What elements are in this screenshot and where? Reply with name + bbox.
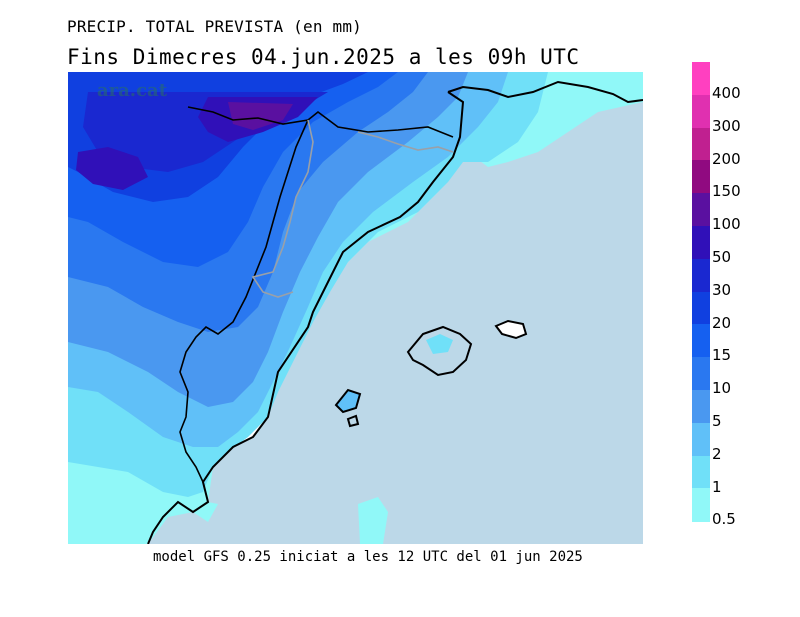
sea-area bbox=[148, 92, 643, 544]
legend-swatch bbox=[692, 422, 710, 457]
precipitation-map bbox=[68, 72, 643, 544]
map-title-variable: PRECIP. TOTAL PREVISTA (en mm) bbox=[67, 17, 362, 36]
legend-swatch bbox=[692, 127, 710, 161]
legend-swatch bbox=[692, 94, 710, 129]
legend-label: 5 bbox=[712, 412, 722, 430]
watermark-logo: ara.cat bbox=[97, 80, 168, 101]
legend-swatch bbox=[692, 193, 710, 227]
coastline bbox=[147, 91, 465, 544]
legend-label: 300 bbox=[712, 116, 741, 135]
island-formentera bbox=[346, 414, 360, 428]
precip-0.5mm-sea bbox=[358, 497, 388, 544]
regional-border bbox=[179, 119, 309, 483]
regional-border-grey-north bbox=[357, 131, 454, 153]
legend-label: 30 bbox=[712, 280, 732, 299]
legend-label: 50 bbox=[712, 248, 732, 266]
legend-label: 0.5 bbox=[712, 510, 736, 529]
legend-swatch bbox=[692, 258, 710, 293]
legend-label: 15 bbox=[712, 346, 732, 365]
legend-swatch bbox=[692, 357, 710, 391]
legend-label: 100 bbox=[712, 215, 741, 234]
legend-swatch bbox=[692, 226, 710, 260]
legend-swatch bbox=[692, 455, 710, 489]
precip-50mm-west bbox=[76, 147, 148, 190]
model-info-footer: model GFS 0.25 iniciat a les 12 UTC del … bbox=[153, 549, 583, 565]
legend-label: 200 bbox=[712, 149, 741, 168]
legend-swatch bbox=[692, 160, 710, 194]
legend-label: 400 bbox=[712, 84, 741, 102]
coastline-france bbox=[447, 80, 643, 104]
precip-100mm bbox=[228, 102, 293, 130]
island-eivissa bbox=[334, 388, 362, 414]
legend-swatch bbox=[692, 62, 710, 96]
legend-label: 20 bbox=[712, 313, 732, 332]
legend-swatch bbox=[692, 390, 710, 424]
legend-swatch bbox=[692, 488, 710, 522]
national-border bbox=[187, 106, 454, 138]
color-legend: 400 300 200 150 100 50 30 20 15 10 5 2 1 0.5 bbox=[692, 62, 741, 528]
island-mallorca bbox=[406, 325, 473, 377]
legend-swatch bbox=[692, 291, 710, 325]
legend-label: 2 bbox=[712, 444, 722, 463]
map-title-valid-time: Fins Dimecres 04.jun.2025 a les 09h UTC bbox=[67, 45, 580, 69]
legend-label: 150 bbox=[712, 182, 741, 201]
legend-label: 10 bbox=[712, 379, 732, 398]
legend-swatch bbox=[692, 324, 710, 358]
regional-border-grey bbox=[251, 119, 314, 298]
legend-label: 1 bbox=[712, 477, 722, 496]
island-menorca bbox=[494, 319, 528, 340]
